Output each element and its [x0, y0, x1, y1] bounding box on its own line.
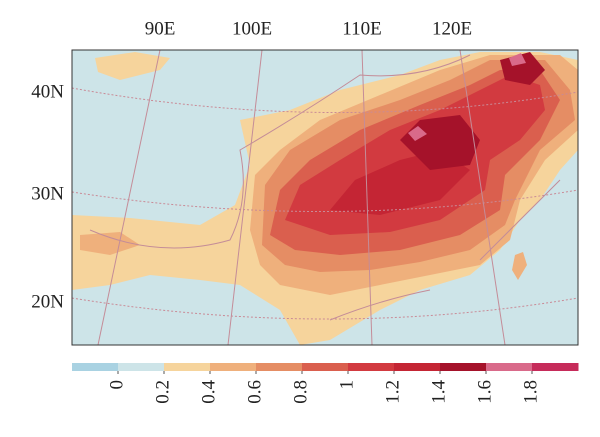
map-frame [71, 49, 579, 346]
colorbar-tick-label: 1.2 [382, 380, 403, 404]
colorbar-bin [164, 363, 211, 371]
colorbar-tick-label: 0.8 [290, 380, 311, 404]
meridian-line [227, 50, 263, 345]
parallel-line [72, 189, 578, 213]
colorbar-bin [210, 363, 257, 371]
lat-label: 40N [31, 81, 64, 102]
colorbar-bin [256, 363, 303, 371]
region-level [95, 52, 170, 80]
colorbar-tick-label: 1.8 [520, 380, 541, 404]
colorbar-tick-label: 1.4 [428, 380, 449, 404]
lon-label: 90E [145, 18, 176, 39]
colorbar: 0 0.2 0.4 0.6 0.8 1 1.2 1.4 1.6 1.8 [72, 363, 579, 404]
colorbar-tick-label: 0.6 [244, 380, 265, 404]
map-area [72, 50, 578, 345]
region-level [80, 232, 140, 255]
meridian-line [97, 50, 161, 345]
colorbar-tick-label: 0.2 [152, 380, 173, 404]
meridians [89, 50, 561, 345]
lon-label: 100E [232, 18, 272, 39]
island [512, 252, 527, 280]
lon-label: 120E [432, 18, 472, 39]
region-level [509, 53, 526, 66]
meridian-line [361, 50, 373, 345]
parallel-line [72, 297, 578, 320]
colorbar-tick-label: 0 [106, 380, 127, 390]
colorbar-bin [302, 363, 349, 371]
colorbar-tick-label: 1.6 [474, 380, 495, 404]
meridian-line [459, 50, 506, 345]
colorbar-bin [532, 363, 579, 371]
lat-label: 30N [31, 183, 64, 204]
region-level [408, 126, 427, 141]
colorbar-bin [118, 363, 165, 371]
parallel-line [72, 87, 578, 114]
colorbar-tick-label: 0.4 [198, 380, 219, 404]
lat-label: 20N [31, 291, 64, 312]
lon-label: 110E [342, 18, 381, 39]
colorbar-bin [440, 363, 487, 371]
colorbar-bin [486, 363, 533, 371]
graticule [72, 87, 578, 320]
colorbar-tick-label: 1 [336, 380, 357, 390]
boundary-lines [89, 54, 561, 321]
colorbar-bin [72, 363, 119, 371]
colorbar-bin [394, 363, 441, 371]
colorbar-bin [348, 363, 395, 371]
